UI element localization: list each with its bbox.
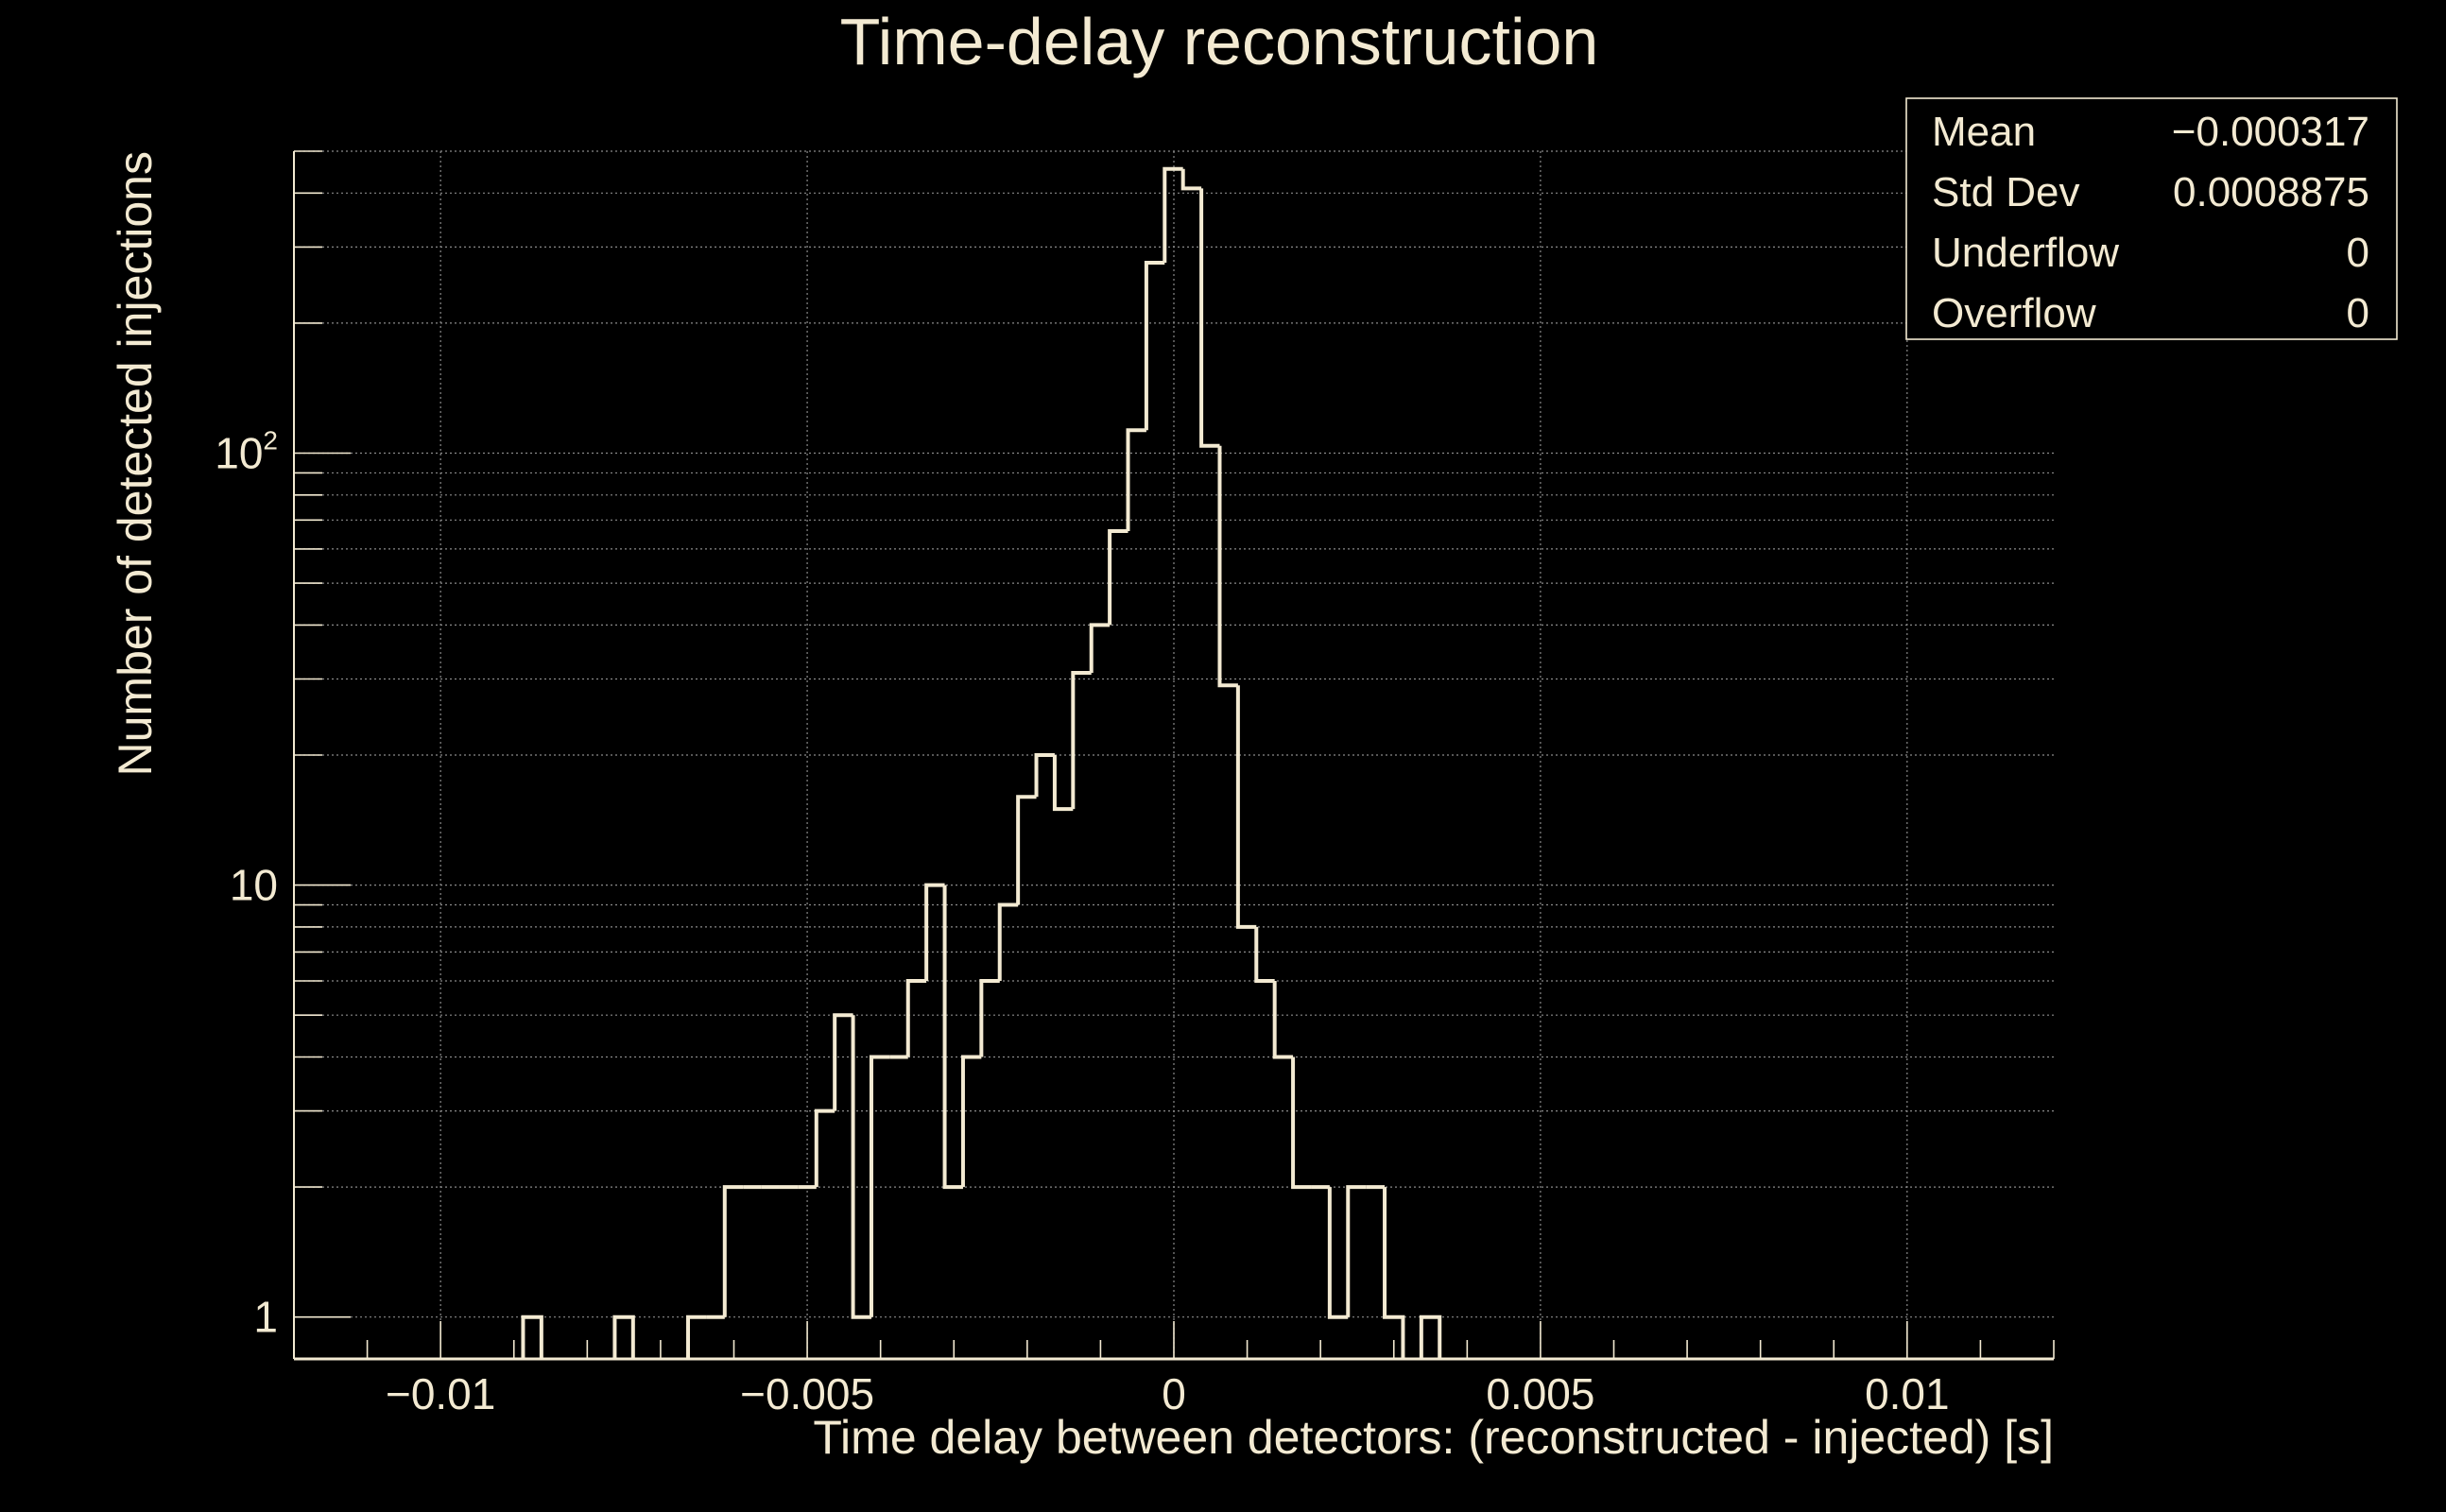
y-tick-label: 102 bbox=[215, 426, 278, 478]
histogram-bin bbox=[1327, 1187, 1349, 1319]
axes bbox=[293, 150, 2055, 1361]
histogram-bin bbox=[1144, 260, 1165, 431]
histogram-bin bbox=[1291, 1057, 1312, 1190]
stats-label: Underflow bbox=[1932, 230, 2119, 276]
y-tick-label: 10 bbox=[230, 861, 278, 910]
histogram-bin bbox=[1217, 445, 1238, 688]
x-tick-label: 0.01 bbox=[1865, 1369, 1950, 1418]
stats-box: Mean −0.000317 Std Dev 0.0008875 Underflow 0 O… bbox=[1905, 97, 2398, 340]
histogram-bin bbox=[942, 885, 963, 1190]
histogram-bin bbox=[1419, 1314, 1442, 1359]
histogram-bin bbox=[960, 1055, 982, 1188]
histogram-bin bbox=[1272, 981, 1294, 1059]
histogram-bin bbox=[814, 1108, 835, 1188]
histogram-bin bbox=[1071, 670, 1092, 810]
histogram-bin bbox=[851, 1015, 871, 1319]
y-tick-label: 1 bbox=[253, 1293, 278, 1342]
histogram-bin bbox=[1126, 428, 1146, 531]
x-tick-label: 0 bbox=[1162, 1369, 1186, 1418]
stats-rows: Mean −0.000317 Std Dev 0.0008875 Underflow 0 O… bbox=[1932, 109, 2369, 336]
stats-value: 0.0008875 bbox=[2173, 169, 2369, 215]
histogram-bin bbox=[979, 979, 1000, 1057]
histogram-bins bbox=[521, 166, 1442, 1359]
histogram-bin bbox=[1108, 528, 1128, 626]
histogram-bin bbox=[1180, 168, 1202, 191]
histogram-bin bbox=[1163, 166, 1183, 263]
histogram-bin bbox=[1346, 1185, 1367, 1317]
histogram-bin bbox=[869, 1055, 890, 1317]
histogram-bin bbox=[1034, 753, 1055, 798]
histogram-bin bbox=[1199, 188, 1220, 448]
stats-value: 0 bbox=[2347, 230, 2369, 276]
x-tick-label: −0.01 bbox=[386, 1369, 495, 1418]
x-tick-label: 0.005 bbox=[1486, 1369, 1594, 1418]
histogram-bin bbox=[997, 902, 1019, 982]
histogram-bin bbox=[905, 979, 927, 1057]
stats-value: −0.000317 bbox=[2172, 109, 2369, 155]
stats-value: 0 bbox=[2347, 290, 2369, 336]
stats-label: Overflow bbox=[1932, 290, 2096, 336]
x-tick-label: −0.005 bbox=[740, 1369, 874, 1418]
histogram-bin bbox=[924, 883, 945, 982]
y-axis-label: Number of detected injections bbox=[109, 151, 162, 776]
histogram-bin bbox=[521, 1314, 543, 1359]
chart-title: Time-delay reconstruction bbox=[840, 5, 1599, 78]
stats-label: Std Dev bbox=[1932, 169, 2080, 215]
tick-labels: −0.01 −0.005 0 0.005 0.01 1 10 102 bbox=[215, 426, 1949, 1419]
labels: Time-delay reconstruction Time delay bet… bbox=[109, 5, 2054, 1464]
histogram-bin bbox=[722, 1185, 744, 1317]
x-axis-label: Time delay between detectors: (reconstru… bbox=[813, 1411, 2054, 1464]
stats-box-frame bbox=[1905, 97, 2398, 340]
histogram-bin bbox=[686, 1314, 707, 1359]
histogram-bin bbox=[1235, 685, 1257, 929]
histogram-bin bbox=[1016, 795, 1037, 905]
stats-label: Mean bbox=[1932, 109, 2036, 155]
histogram-bin bbox=[1089, 623, 1111, 673]
grid bbox=[294, 150, 2054, 1359]
histogram-bin bbox=[1383, 1187, 1405, 1359]
histogram-bin bbox=[833, 1013, 853, 1111]
histogram-bin bbox=[1052, 755, 1074, 812]
histogram-bin bbox=[612, 1314, 635, 1359]
histogram-bin bbox=[1254, 926, 1275, 984]
